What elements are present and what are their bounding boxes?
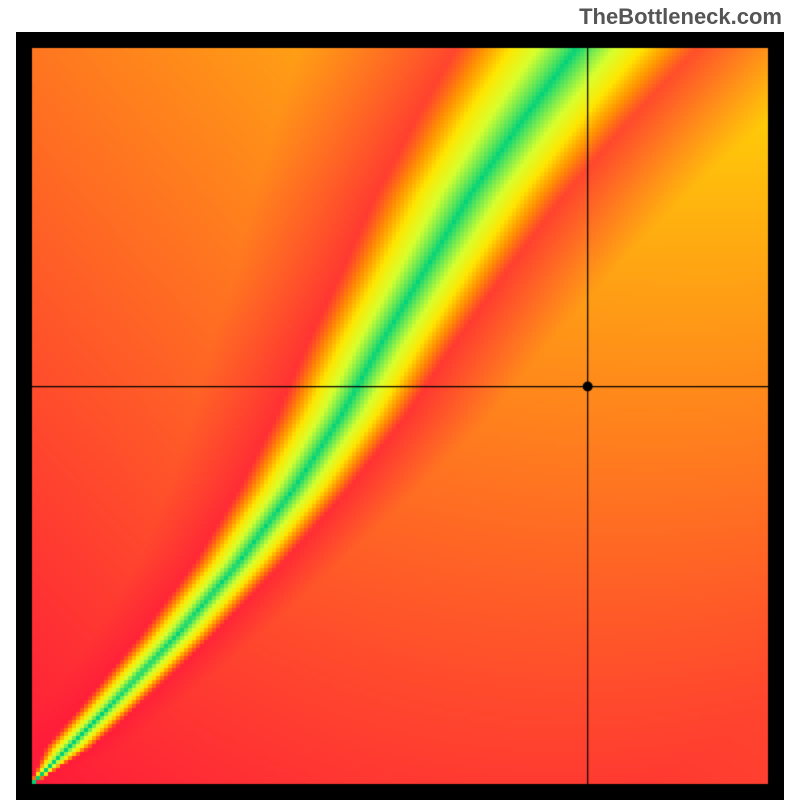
chart-container: TheBottleneck.com	[0, 0, 800, 800]
attribution-label: TheBottleneck.com	[579, 4, 782, 30]
heatmap-canvas	[16, 32, 784, 800]
chart-area	[16, 32, 784, 790]
